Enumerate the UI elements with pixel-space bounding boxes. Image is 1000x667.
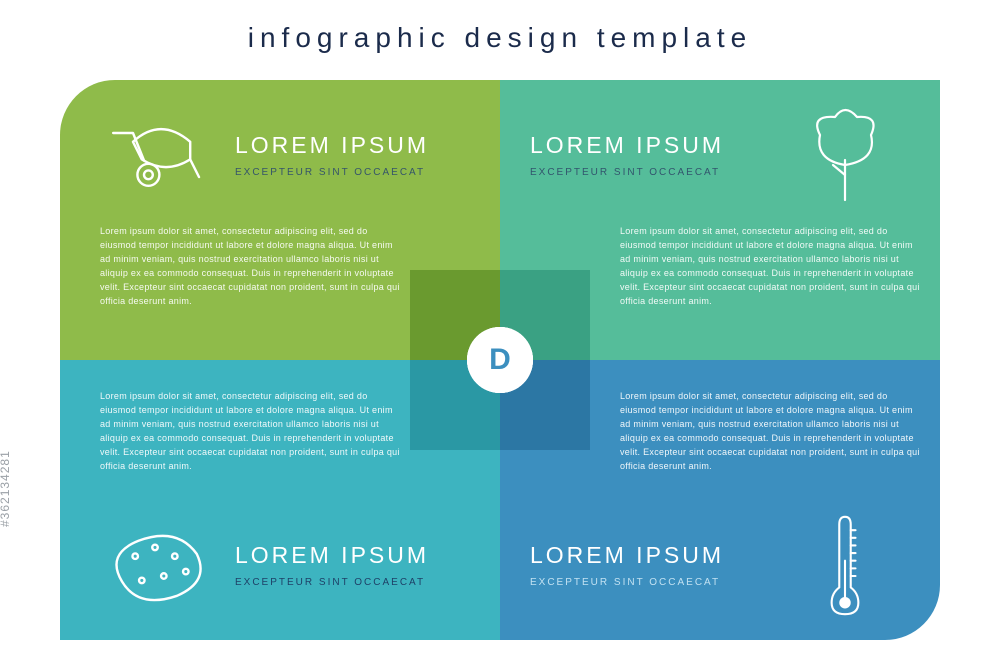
page-title: infographic design template — [0, 22, 1000, 54]
card-a-titles: LOREM IPSUM EXCEPTEUR SINT OCCAECAT — [235, 132, 470, 178]
thermometer-icon — [790, 515, 900, 615]
stock-id-watermark: #362134281 — [0, 450, 12, 527]
card-d: Lorem ipsum dolor sit amet, consectetur … — [500, 360, 940, 640]
card-a-body: Lorem ipsum dolor sit amet, consectetur … — [100, 225, 400, 309]
card-d-header: LOREM IPSUM EXCEPTEUR SINT OCCAECAT — [530, 510, 900, 620]
card-a-title: LOREM IPSUM — [235, 132, 470, 159]
card-b: LOREM IPSUM EXCEPTEUR SINT OCCAECAT Lore… — [500, 80, 940, 360]
card-d-body: Lorem ipsum dolor sit amet, consectetur … — [620, 390, 920, 474]
tree-icon — [790, 105, 900, 205]
card-c-titles: LOREM IPSUM EXCEPTEUR SINT OCCAECAT — [235, 542, 470, 588]
card-c-subtitle: EXCEPTEUR SINT OCCAECAT — [235, 577, 470, 588]
card-b-title: LOREM IPSUM — [530, 132, 765, 159]
wheelbarrow-icon — [100, 105, 210, 205]
card-b-titles: LOREM IPSUM EXCEPTEUR SINT OCCAECAT — [530, 132, 765, 178]
card-c: Lorem ipsum dolor sit amet, consectetur … — [60, 360, 500, 640]
potato-icon — [100, 515, 210, 615]
card-a: LOREM IPSUM EXCEPTEUR SINT OCCAECAT Lore… — [60, 80, 500, 360]
card-b-body: Lorem ipsum dolor sit amet, consectetur … — [620, 225, 920, 309]
card-c-body: Lorem ipsum dolor sit amet, consectetur … — [100, 390, 400, 474]
card-c-title: LOREM IPSUM — [235, 542, 470, 569]
card-c-header: LOREM IPSUM EXCEPTEUR SINT OCCAECAT — [100, 510, 470, 620]
card-a-subtitle: EXCEPTEUR SINT OCCAECAT — [235, 167, 470, 178]
card-b-subtitle: EXCEPTEUR SINT OCCAECAT — [530, 167, 765, 178]
card-d-subtitle: EXCEPTEUR SINT OCCAECAT — [530, 577, 765, 588]
card-b-header: LOREM IPSUM EXCEPTEUR SINT OCCAECAT — [530, 100, 900, 210]
card-a-header: LOREM IPSUM EXCEPTEUR SINT OCCAECAT — [100, 100, 470, 210]
badge-d: D — [467, 327, 533, 393]
infographic-grid: LOREM IPSUM EXCEPTEUR SINT OCCAECAT Lore… — [60, 80, 940, 640]
card-d-titles: LOREM IPSUM EXCEPTEUR SINT OCCAECAT — [530, 542, 765, 588]
card-d-title: LOREM IPSUM — [530, 542, 765, 569]
